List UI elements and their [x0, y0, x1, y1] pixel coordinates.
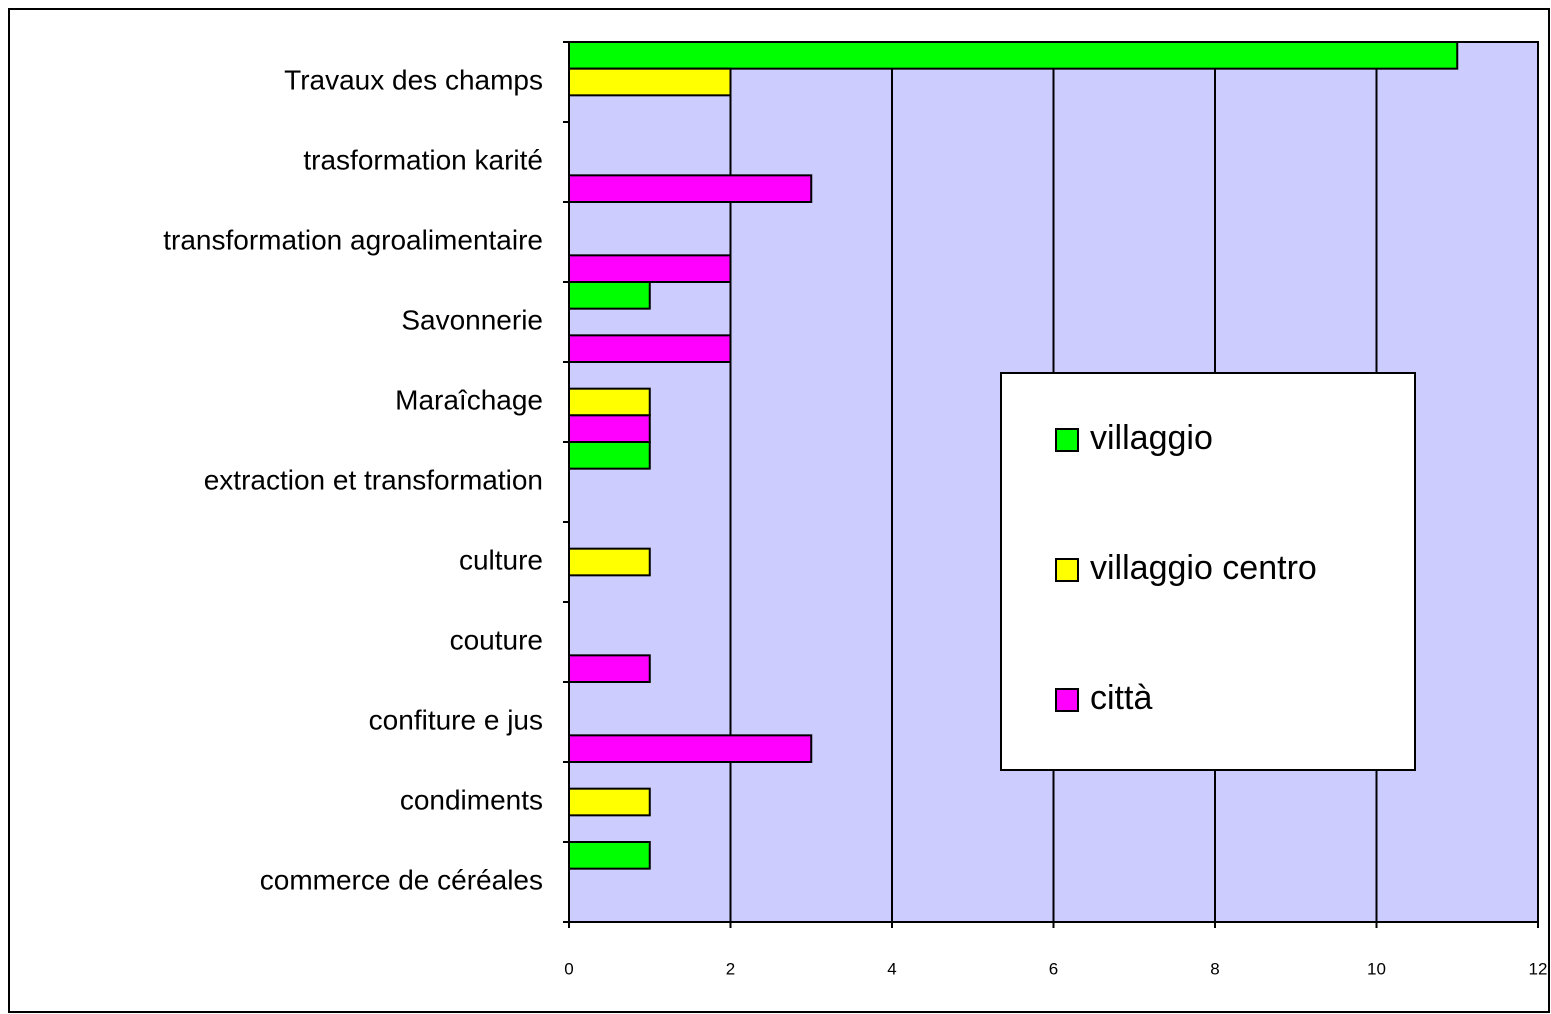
- bar: [568, 67, 732, 97]
- bar: [568, 414, 651, 444]
- bar: [568, 41, 1459, 70]
- bar: [568, 441, 651, 470]
- y-tick-label: confiture e jus: [369, 704, 543, 735]
- x-tick-label: 0: [564, 959, 573, 978]
- bar: [568, 787, 651, 817]
- bar: [568, 841, 651, 870]
- x-tick-label: 8: [1210, 959, 1219, 978]
- legend-label: villaggio centro: [1090, 549, 1317, 587]
- y-tick-label: commerce de céréales: [260, 864, 543, 895]
- y-tick-label: Savonnerie: [401, 304, 543, 335]
- bar: [568, 334, 732, 364]
- y-tick-label: transformation agroalimentaire: [163, 224, 543, 255]
- bar: [568, 281, 651, 310]
- legend-swatch: [1055, 558, 1079, 582]
- y-tick-label: couture: [450, 624, 543, 655]
- legend-swatch: [1055, 688, 1079, 712]
- x-tick-label: 4: [887, 959, 896, 978]
- x-tick-label: 10: [1367, 959, 1386, 978]
- y-tick-label: culture: [459, 544, 543, 575]
- legend-label: città: [1090, 679, 1152, 717]
- y-tick-label: extraction et transformation: [204, 464, 543, 495]
- y-tick-label: Travaux des champs: [284, 64, 543, 95]
- bar: [568, 174, 813, 203]
- bar: [568, 734, 813, 763]
- bar: [568, 547, 651, 577]
- legend-label: villaggio: [1090, 419, 1213, 457]
- x-tick-label: 12: [1529, 959, 1548, 978]
- y-tick-label: trasformation karité: [303, 144, 543, 175]
- y-tick-label: condiments: [400, 784, 543, 815]
- x-tick-label: 2: [726, 959, 735, 978]
- bar: [568, 654, 651, 683]
- bar: [568, 254, 732, 283]
- legend-swatch: [1055, 428, 1079, 452]
- bar: [568, 387, 651, 417]
- x-tick-label: 6: [1049, 959, 1058, 978]
- y-tick-label: Maraîchage: [395, 384, 543, 415]
